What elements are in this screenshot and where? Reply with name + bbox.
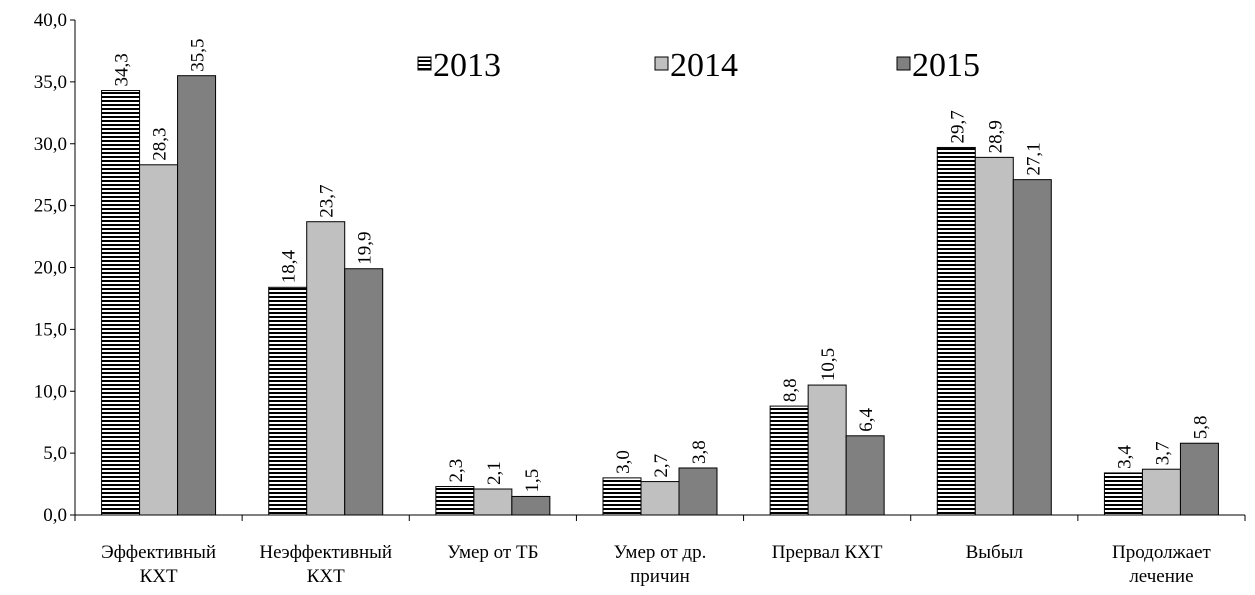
data-label: 18,4: [279, 250, 300, 284]
bar: [602, 477, 642, 516]
bar: [344, 268, 384, 516]
y-tick-label: 20,0: [34, 258, 67, 279]
x-tick-label-line: Неэффективный: [259, 542, 392, 563]
data-label: 3,0: [613, 450, 634, 474]
x-tick-label: Неэффективный КХТ: [259, 542, 392, 587]
y-tick-label: 30,0: [34, 134, 67, 155]
data-label: 3,7: [1152, 441, 1173, 465]
data-label: 23,7: [317, 184, 338, 217]
bar: [807, 384, 847, 516]
y-tick-label: 5,0: [43, 443, 67, 464]
x-tick-label: Продолжает лечение: [1112, 542, 1212, 587]
x-tick-label-line: Умер от др.: [614, 542, 707, 563]
x-tick-label-line: Прервал КХТ: [772, 542, 883, 563]
data-label: 29,7: [947, 110, 968, 143]
x-tick-label-line: Умер от ТБ: [447, 542, 538, 563]
legend-swatch: [896, 56, 911, 71]
data-label: 1,5: [522, 469, 543, 493]
y-tick-label: 40,0: [34, 10, 67, 31]
bar: [101, 90, 141, 516]
data-label: 27,1: [1023, 142, 1044, 175]
bar: [268, 286, 308, 516]
legend-swatch: [654, 56, 669, 71]
x-tick-label: Выбыл: [966, 542, 1024, 563]
data-label: 35,5: [188, 38, 209, 71]
bar: [511, 495, 551, 516]
data-label: 6,4: [856, 408, 877, 432]
data-label: 3,8: [689, 440, 710, 464]
y-tick-label: 35,0: [34, 72, 67, 93]
x-tick-label-line: лечение: [1129, 566, 1193, 587]
data-label: 10,5: [818, 348, 839, 381]
x-tick-label: Эффективный КХТ: [101, 542, 216, 587]
y-tick-label: 15,0: [34, 319, 67, 340]
data-label: 34,3: [112, 53, 133, 86]
x-tick-label: Умер от ТБ: [447, 542, 538, 563]
data-label: 5,8: [1190, 415, 1211, 439]
x-tick-label-line: Продолжает: [1112, 542, 1212, 563]
bar: [435, 486, 475, 516]
x-tick-label-line: Эффективный: [101, 542, 216, 563]
bar: [845, 435, 885, 516]
data-label: 2,1: [484, 461, 505, 485]
bar: [936, 146, 976, 516]
bar: [306, 221, 346, 516]
y-tick-label: 10,0: [34, 381, 67, 402]
x-tick-label: Прервал КХТ: [772, 542, 883, 563]
data-label: 2,3: [446, 459, 467, 483]
data-label: 3,4: [1114, 445, 1135, 469]
bar: [1012, 179, 1052, 516]
bar: [1103, 472, 1143, 516]
legend-label: 2015: [912, 47, 980, 84]
bar: [974, 156, 1014, 516]
bar: [640, 481, 680, 516]
x-tick-label-line: КХТ: [307, 566, 345, 587]
bar: [769, 405, 809, 516]
data-label: 28,9: [985, 120, 1006, 153]
x-tick-label-line: КХТ: [140, 566, 178, 587]
legend-label: 2013: [433, 47, 501, 84]
x-tick-label-line: Выбыл: [966, 542, 1024, 563]
data-label: 8,8: [780, 378, 801, 402]
legend-label: 2014: [670, 47, 738, 84]
y-tick-label: 25,0: [34, 196, 67, 217]
data-label: 28,3: [150, 128, 171, 161]
data-label: 2,7: [651, 454, 672, 478]
legend-swatch: [417, 56, 432, 71]
bar: [139, 164, 179, 516]
bar: [678, 467, 718, 516]
y-tick-label: 0,0: [43, 505, 67, 526]
x-tick-label-line: причин: [630, 566, 690, 587]
x-tick-label: Умер от др. причин: [614, 542, 707, 587]
bar: [1179, 442, 1219, 516]
bar: [177, 75, 217, 516]
bar: [473, 488, 513, 516]
data-label: 19,9: [355, 231, 376, 264]
bar: [1141, 468, 1181, 516]
